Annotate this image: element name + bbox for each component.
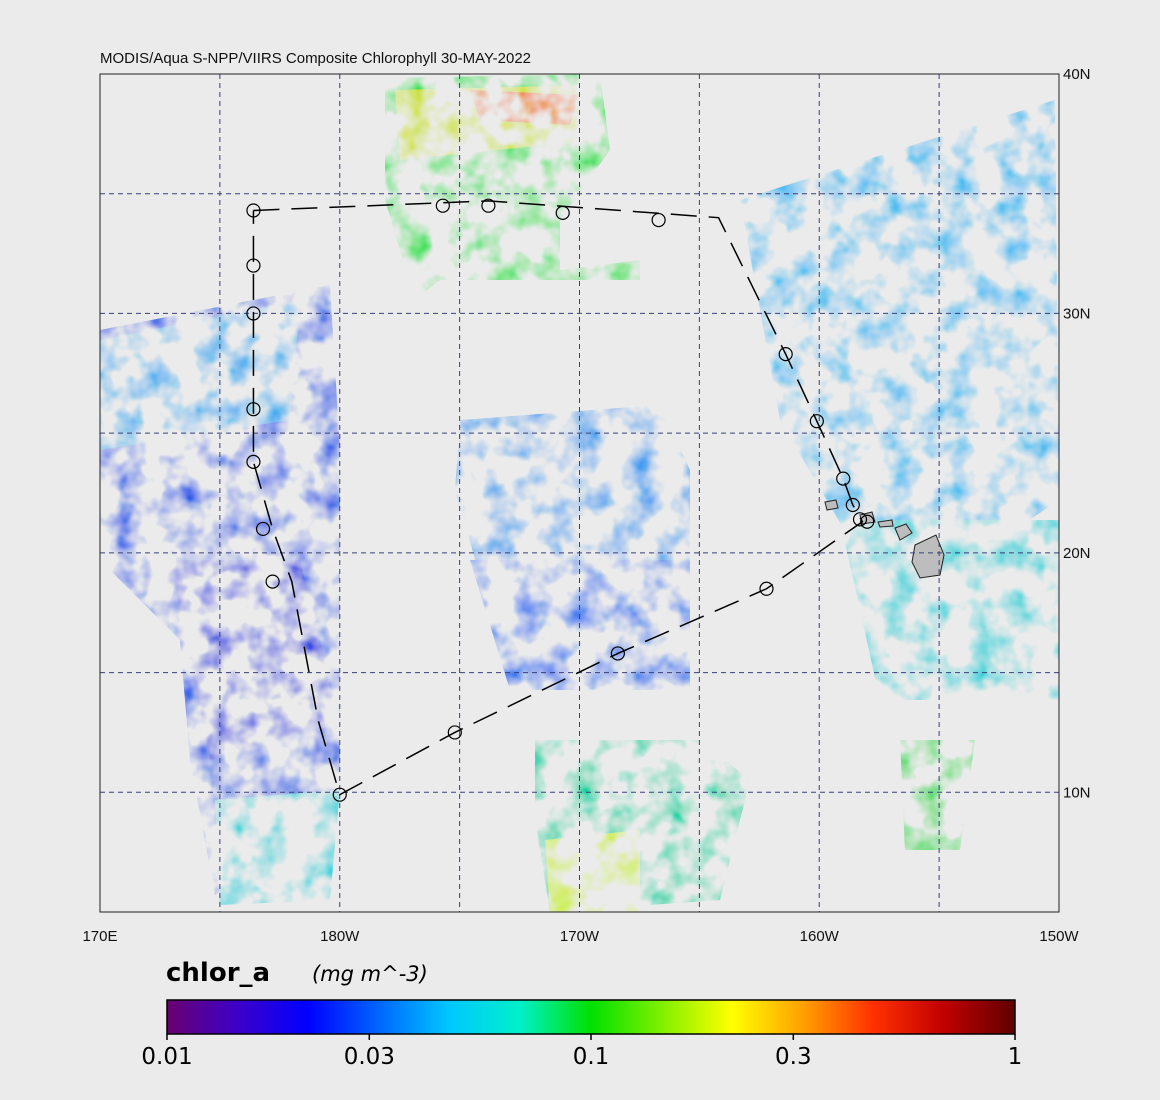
station-marker: [332, 787, 347, 802]
colorbar-units: (mg m^-3): [312, 962, 428, 986]
latitude-label: 40N: [1063, 66, 1091, 83]
island-big: [911, 534, 945, 579]
swath-west-south: [215, 790, 340, 905]
island-maui: [894, 523, 913, 541]
station-marker: [246, 203, 261, 218]
station-marker: [447, 725, 462, 740]
colorbar: [166, 999, 1016, 1035]
longitude-label: 180W: [320, 928, 360, 945]
cruise-track-line: [252, 200, 864, 796]
station-marker: [809, 414, 824, 429]
map-title: MODIS/Aqua S-NPP/VIIRS Composite Chlorop…: [100, 50, 532, 67]
station-marker: [610, 646, 625, 661]
longitude-label: 150W: [1039, 928, 1079, 945]
swath-south-high: [545, 830, 640, 912]
colorbar-tick-label: 1: [1008, 1044, 1023, 1070]
station-marker: [246, 306, 261, 321]
station-marker: [759, 581, 774, 596]
station-marker: [555, 205, 570, 220]
longitude-label: 170E: [82, 928, 117, 945]
latitude-label: 30N: [1063, 305, 1091, 322]
station-markers: [246, 198, 875, 802]
station-marker: [246, 402, 261, 417]
colorbar-variable: chlor_a: [166, 958, 271, 988]
station-marker: [651, 212, 666, 228]
station-marker: [265, 574, 280, 589]
longitude-label: 170W: [560, 928, 600, 945]
swath-west-north: [100, 300, 300, 450]
colorbar-tick-label: 0.01: [141, 1044, 192, 1070]
station-marker: [860, 514, 875, 529]
station-marker: [435, 198, 450, 213]
latitude-label: 10N: [1063, 784, 1091, 801]
station-marker: [845, 497, 860, 513]
station-marker: [836, 471, 851, 486]
latitude-labels: 40N 30N 20N 10N: [1063, 66, 1091, 801]
station-marker: [255, 521, 271, 537]
swath-east-green: [900, 740, 975, 850]
island-molokai: [877, 519, 894, 528]
station-marker: [246, 454, 261, 469]
station-marker: [778, 347, 793, 362]
colorbar-tick-label: 0.03: [344, 1044, 395, 1070]
colorbar-tick-label: 0.1: [573, 1044, 610, 1070]
island-kauai: [824, 499, 839, 511]
latitude-label: 20N: [1063, 545, 1091, 562]
cruise-track: [252, 200, 864, 796]
hawaii-islands: [824, 499, 945, 579]
station-marker: [246, 258, 261, 273]
longitude-label: 160W: [800, 928, 840, 945]
map-frame: [99, 73, 1060, 913]
station-marker: [852, 512, 868, 527]
colorbar-tick-label: 0.3: [775, 1044, 812, 1070]
longitude-labels: 170E 180W 170W 160W 150W: [82, 928, 1079, 945]
swath-north-peak: [470, 90, 580, 125]
swath-east-south: [840, 520, 1059, 700]
station-marker: [481, 198, 496, 213]
colorbar-ticks: 0.01 0.03 0.1 0.3 1: [141, 1034, 1022, 1070]
